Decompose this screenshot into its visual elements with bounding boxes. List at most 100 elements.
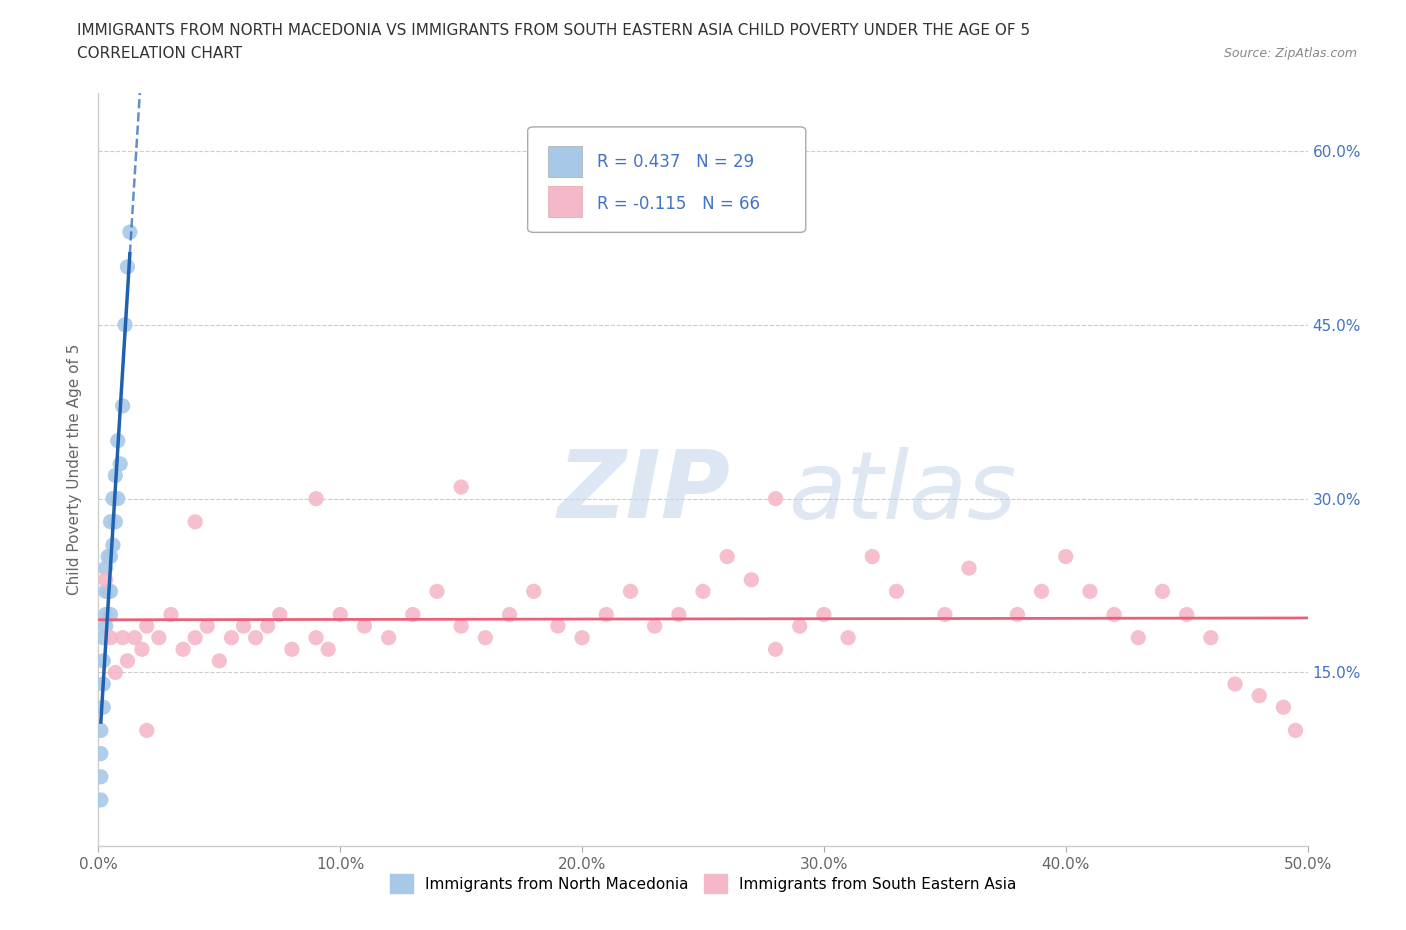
Point: [221, 631, 243, 645]
Point: [860, 549, 883, 564]
Point: [108, 457, 131, 472]
Point: [789, 618, 811, 633]
Point: [1031, 584, 1053, 599]
Point: [124, 631, 146, 645]
Point: [692, 584, 714, 599]
Point: [131, 642, 153, 657]
Point: [1078, 584, 1101, 599]
Point: [91, 654, 114, 669]
Point: [523, 584, 546, 599]
Point: [595, 607, 617, 622]
Point: [353, 618, 375, 633]
Point: [305, 491, 328, 506]
Legend: Immigrants from North Macedonia, Immigrants from South Eastern Asia: Immigrants from North Macedonia, Immigra…: [384, 868, 1022, 899]
Point: [1272, 699, 1295, 714]
Point: [765, 491, 787, 506]
Point: [474, 631, 496, 645]
Point: [91, 631, 114, 645]
Point: [104, 514, 127, 529]
Point: [1223, 677, 1246, 692]
Point: [1199, 631, 1222, 645]
Point: [232, 618, 254, 633]
Text: ZIP: ZIP: [558, 446, 731, 538]
Point: [1175, 607, 1198, 622]
Point: [426, 584, 449, 599]
Point: [117, 654, 139, 669]
Point: [765, 642, 787, 657]
Point: [1054, 549, 1077, 564]
Point: [117, 259, 139, 274]
Point: [934, 607, 956, 622]
FancyBboxPatch shape: [548, 186, 582, 218]
Point: [329, 607, 352, 622]
Point: [668, 607, 690, 622]
Point: [90, 723, 112, 737]
Point: [195, 618, 218, 633]
Point: [104, 665, 127, 680]
Point: [91, 699, 114, 714]
Point: [91, 677, 114, 692]
Point: [94, 584, 117, 599]
Text: R = -0.115   N = 66: R = -0.115 N = 66: [596, 194, 759, 213]
Point: [135, 618, 157, 633]
Point: [1284, 723, 1306, 737]
Point: [111, 631, 134, 645]
Point: [111, 398, 134, 413]
Point: [1152, 584, 1174, 599]
FancyBboxPatch shape: [527, 126, 806, 232]
Point: [90, 746, 112, 761]
Point: [104, 468, 127, 483]
Point: [886, 584, 908, 599]
Point: [160, 607, 183, 622]
Point: [245, 631, 267, 645]
Point: [716, 549, 738, 564]
Text: CORRELATION CHART: CORRELATION CHART: [77, 46, 242, 61]
Text: IMMIGRANTS FROM NORTH MACEDONIA VS IMMIGRANTS FROM SOUTH EASTERN ASIA CHILD POVE: IMMIGRANTS FROM NORTH MACEDONIA VS IMMIG…: [77, 23, 1031, 38]
Point: [135, 723, 157, 737]
Point: [114, 317, 136, 332]
Point: [644, 618, 666, 633]
Point: [97, 584, 120, 599]
Point: [450, 618, 472, 633]
Point: [547, 618, 569, 633]
Point: [184, 514, 207, 529]
Point: [100, 584, 122, 599]
Point: [94, 572, 117, 587]
Point: [184, 631, 207, 645]
Point: [172, 642, 194, 657]
Point: [148, 631, 170, 645]
Point: [1102, 607, 1125, 622]
Point: [118, 225, 141, 240]
Point: [316, 642, 339, 657]
Point: [498, 607, 520, 622]
Point: [256, 618, 278, 633]
Point: [94, 607, 117, 622]
Point: [269, 607, 291, 622]
Point: [94, 561, 117, 576]
Point: [450, 480, 472, 495]
Point: [208, 654, 231, 669]
Point: [97, 549, 120, 564]
Point: [957, 561, 980, 576]
Point: [619, 584, 641, 599]
Point: [571, 631, 593, 645]
Point: [837, 631, 859, 645]
FancyBboxPatch shape: [548, 146, 582, 178]
Text: atlas: atlas: [787, 446, 1017, 538]
Point: [402, 607, 425, 622]
Point: [377, 631, 399, 645]
Point: [813, 607, 835, 622]
Point: [100, 549, 122, 564]
Point: [101, 538, 124, 552]
Point: [107, 433, 129, 448]
Text: Source: ZipAtlas.com: Source: ZipAtlas.com: [1223, 46, 1357, 60]
Point: [100, 607, 122, 622]
Point: [101, 491, 124, 506]
Point: [1249, 688, 1271, 703]
Point: [281, 642, 304, 657]
Point: [100, 631, 122, 645]
Point: [740, 572, 762, 587]
Y-axis label: Child Poverty Under the Age of 5: Child Poverty Under the Age of 5: [67, 344, 83, 595]
Point: [90, 769, 112, 784]
Point: [107, 491, 129, 506]
